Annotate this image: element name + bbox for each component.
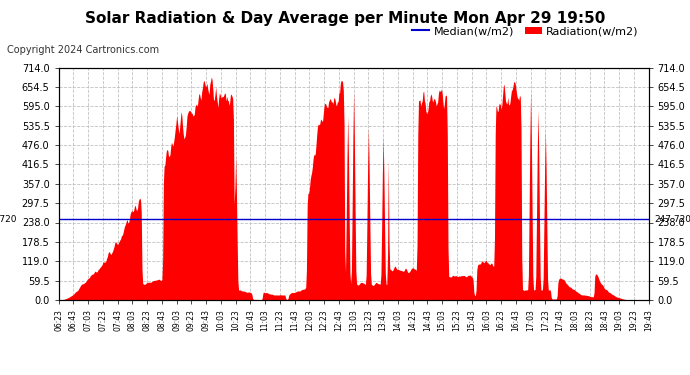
Text: Solar Radiation & Day Average per Minute Mon Apr 29 19:50: Solar Radiation & Day Average per Minute…: [85, 11, 605, 26]
Legend: Median(w/m2), Radiation(w/m2): Median(w/m2), Radiation(w/m2): [408, 22, 643, 41]
Text: Copyright 2024 Cartronics.com: Copyright 2024 Cartronics.com: [7, 45, 159, 55]
Text: →247.720: →247.720: [0, 215, 17, 224]
Text: 247.720←: 247.720←: [654, 215, 690, 224]
